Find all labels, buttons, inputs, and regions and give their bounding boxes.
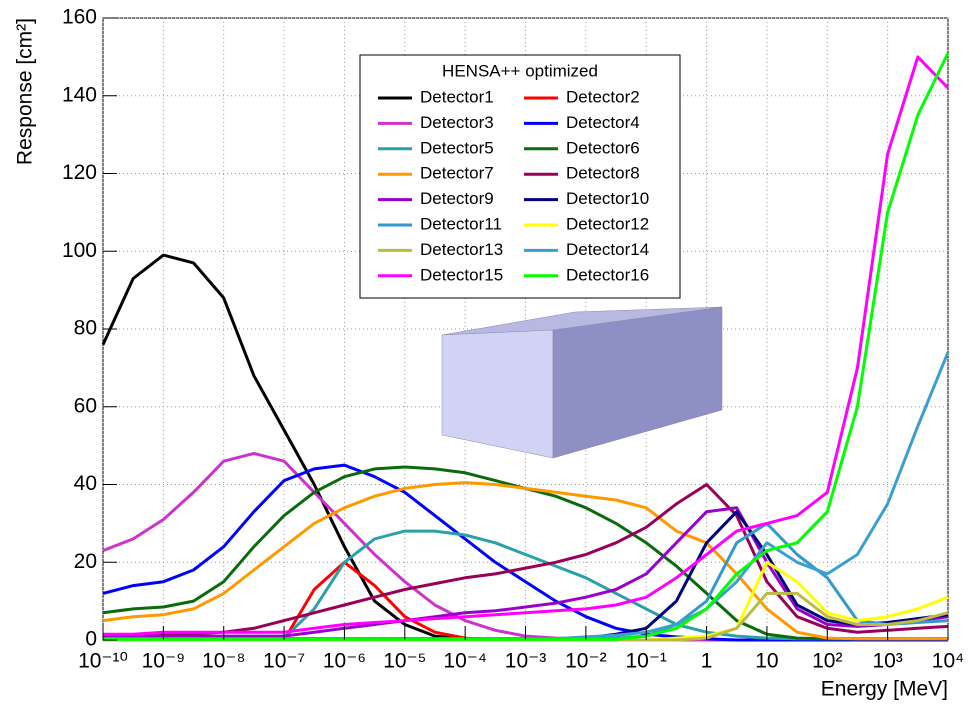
y-tick-label: 80 [74,317,97,340]
box-front [441,329,554,459]
legend-label: Detector16 [566,265,649,284]
ticks: 0 20 40 60 80 100 120 140 160 10⁻¹⁰ 10⁻⁹ 10⁻⁸ 10⁻⁷ 10… [62,6,964,673]
x-tick-label: 10⁻⁹ [142,650,185,673]
series-line [102,483,949,638]
x-tick-label: 10⁻⁵ [383,650,426,673]
x-tick-label: 10 [755,650,778,673]
x-tick-label: 10⁻¹ [625,650,666,673]
legend: HENSA++ optimized Detector1 Detector2Dete… [359,54,681,299]
legend-label: Detector8 [566,164,640,183]
legend-label: Detector3 [420,113,494,132]
x-tick-label: 10² [812,650,842,673]
legend-label: Detector11 [420,214,502,233]
box-side [552,306,723,459]
x-axis-title: Energy [MeV] [821,678,948,701]
y-axis-title: Response [cm²] [14,18,37,165]
series-line [103,55,950,636]
x-tick-label: 10⁻³ [505,650,546,673]
legend-label: Detector13 [420,240,503,259]
legend-label: Detector12 [566,214,649,233]
legend-label: Detector4 [566,113,640,132]
series-line [102,481,948,641]
legend-label: Detector1 [420,87,494,106]
legend-box [359,54,681,299]
legend-title: HENSA++ optimized [442,61,598,80]
y-tick-label: 0 [85,628,97,651]
x-tick-label: 10⁻⁷ [263,650,305,673]
x-tick-label: 10⁻⁸ [202,650,245,673]
legend-label: Detector2 [566,87,640,106]
x-tick-label: 10⁻⁴ [443,650,486,673]
y-tick-label: 120 [62,161,97,184]
y-tick-label: 60 [74,394,97,417]
legend-label: Detector15 [420,265,503,284]
series-line [103,506,949,638]
y-tick-label: 140 [62,83,97,106]
x-tick-label: 1 [701,650,713,673]
y-tick-label: 100 [62,239,97,262]
x-tick-label: 10⁻⁶ [323,650,366,673]
detector-box-illustration [441,306,723,459]
legend-label: Detector14 [566,240,649,259]
x-tick-label: 10⁻¹⁰ [78,650,128,673]
y-tick-label: 40 [74,472,97,495]
y-tick-label: 20 [74,550,97,573]
legend-label: Detector5 [420,138,494,157]
x-tick-label: 10³ [872,650,902,673]
legend-label: Detector6 [566,138,640,157]
y-tick-label: 160 [62,6,97,29]
x-tick-label: 10⁴ [932,650,964,673]
legend-items: Detector1 Detector2 Detector3 Detector4 Dete… [378,87,649,284]
legend-label: Detector10 [566,189,649,208]
legend-label: Detector7 [420,164,494,183]
x-tick-label: 10⁻² [565,650,606,673]
legend-label: Detector9 [420,189,494,208]
